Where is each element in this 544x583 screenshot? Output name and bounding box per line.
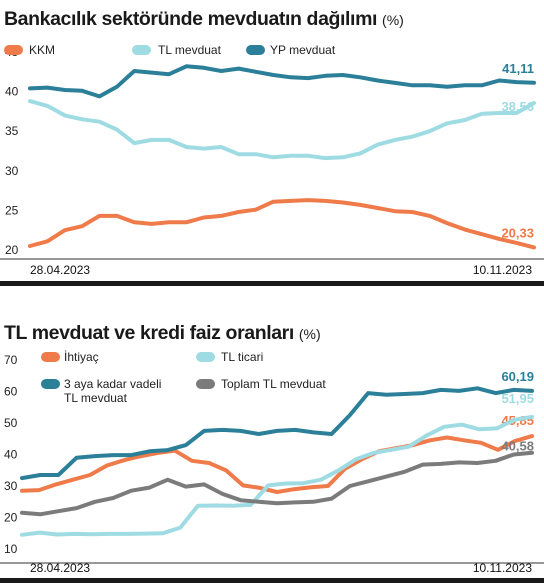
end-value-label: 40,58 <box>501 439 534 454</box>
end-value-label: 41,11 <box>502 61 534 76</box>
chart-title-unit: (%) <box>382 12 404 28</box>
legend-label: TL mevduat <box>64 391 128 405</box>
y-tick-label: 30 <box>5 164 19 178</box>
legend-swatch <box>132 45 151 55</box>
legend-label: YP mevduat <box>270 43 336 57</box>
end-value-label: 51,95 <box>501 391 534 406</box>
legend-swatch <box>4 45 23 55</box>
series-line-kkm <box>28 198 536 250</box>
chart-title: Bankacılık sektöründe mevduatın dağılımı… <box>4 8 404 31</box>
chart-divider <box>0 281 544 286</box>
chart-panel-interest-rates: TL mevduat ve kredi faiz oranları (%) 10 2… <box>0 316 544 583</box>
legend-swatch <box>196 352 215 362</box>
y-tick-label: 25 <box>5 203 19 217</box>
series-line-yp <box>28 64 536 99</box>
x-tick-label-start: 28.04.2023 <box>30 263 90 277</box>
series-line-ihtiyac <box>20 434 534 494</box>
end-value-label: 20,33 <box>501 225 534 240</box>
series-line-toplam <box>20 450 534 517</box>
y-tick-label: 35 <box>5 124 19 138</box>
legend-swatch <box>41 352 60 362</box>
legend-label: İhtiyaç <box>64 350 99 364</box>
x-tick-label-end: 10.11.2023 <box>473 561 532 575</box>
y-tick-label: 60 <box>4 385 18 399</box>
chart-title-text: Bankacılık sektöründe mevduatın dağılımı <box>4 8 378 30</box>
y-tick-label: 50 <box>4 416 18 430</box>
chart-title: TL mevduat ve kredi faiz oranları (%) <box>4 322 321 345</box>
chart-title-text: TL mevduat ve kredi faiz oranları <box>4 322 294 344</box>
chart-divider <box>0 578 544 583</box>
y-tick-label: 30 <box>4 479 18 493</box>
chart-title-unit: (%) <box>298 326 321 342</box>
legend-label: TL ticari <box>221 350 263 364</box>
legend-label: 3 aya kadar vadeli <box>64 377 161 391</box>
series-line-tl_3ay <box>20 386 534 481</box>
series-line-tl_ticari <box>20 414 534 537</box>
legend-swatch <box>196 379 215 389</box>
legend-label: Toplam TL mevduat <box>221 377 326 391</box>
legend-swatch <box>41 379 60 389</box>
x-tick-label-start: 28.04.2023 <box>30 561 90 575</box>
legend-label: TL mevduat <box>158 43 222 57</box>
y-tick-label: 20 <box>4 511 18 525</box>
chart-panel-deposit-distribution: Bankacılık sektöründe mevduatın dağılımı… <box>0 0 544 282</box>
y-tick-label: 20 <box>5 243 19 257</box>
legend-label: KKM <box>29 43 55 57</box>
x-tick-label-end: 10.11.2023 <box>473 263 532 277</box>
y-tick-label: 70 <box>4 353 18 367</box>
series-line-tl <box>28 99 536 161</box>
end-value-label: 38,56 <box>501 99 534 114</box>
y-tick-label: 40 <box>5 85 19 99</box>
y-tick-label: 10 <box>4 542 18 556</box>
end-value-label: 60,19 <box>501 369 534 384</box>
legend-swatch <box>246 45 265 55</box>
y-tick-label: 40 <box>4 448 18 462</box>
deposit-distribution-line-chart: 20253035404528.04.202310.11.202320,33KKM… <box>0 43 544 277</box>
